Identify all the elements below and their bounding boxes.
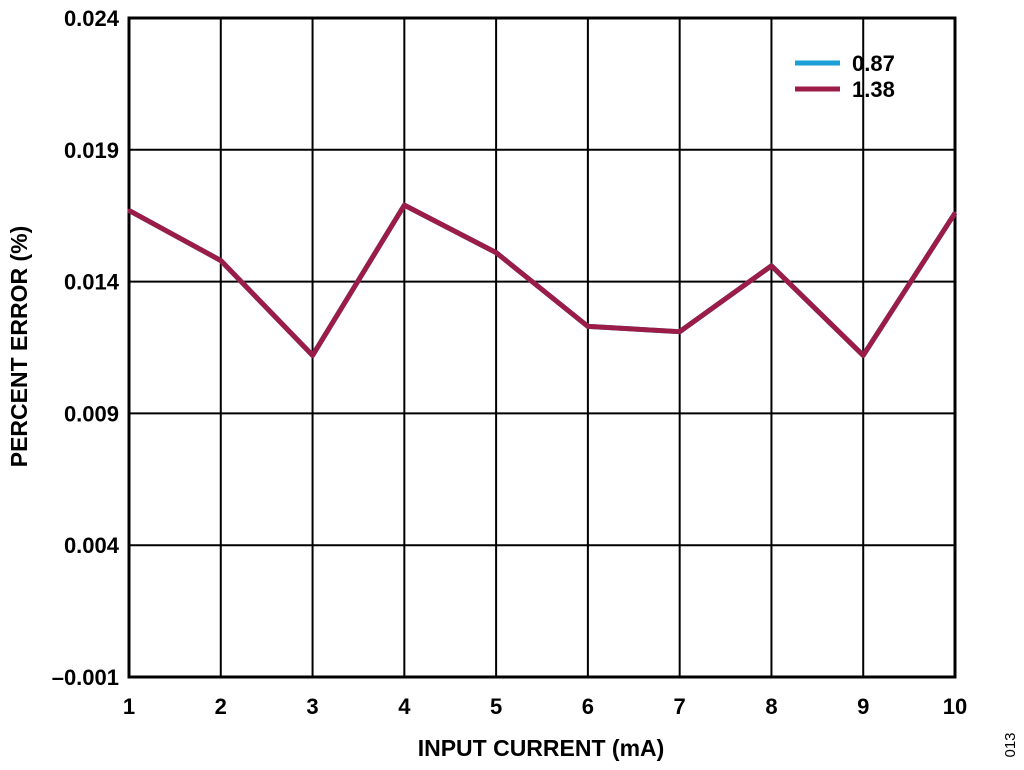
legend-label-0: 0.87 (852, 51, 895, 76)
x-axis-title: INPUT CURRENT (mA) (418, 735, 665, 761)
y-tick-label-2: 0.009 (64, 401, 119, 426)
series-layer (127, 202, 958, 358)
data-point-1-9 (953, 211, 957, 215)
data-point-1-7 (769, 264, 773, 268)
x-tick-label-4: 5 (490, 694, 502, 719)
data-point-1-5 (586, 324, 590, 328)
x-tick-label-2: 3 (306, 694, 318, 719)
series-line-1 (127, 202, 958, 358)
legend: 0.871.38 (795, 51, 895, 102)
y-tick-labels: –0.001 0.004 0.009 0.014 0.019 0.024 (52, 6, 120, 690)
grid-lines (128, 17, 956, 678)
y-tick-label-3: 0.014 (64, 270, 120, 295)
data-point-1-8 (861, 353, 865, 357)
data-point-1-4 (494, 251, 498, 255)
y-axis-title: PERCENT ERROR (%) (6, 226, 32, 468)
data-point-1-2 (311, 353, 315, 357)
y-tick-label-4: 0.019 (64, 138, 119, 163)
y-tick-label-1: 0.004 (64, 533, 120, 558)
x-tick-label-0: 1 (123, 694, 135, 719)
data-point-1-3 (402, 203, 406, 207)
x-tick-labels: 1 2 3 4 5 6 7 8 9 10 (123, 694, 967, 719)
y-tick-label-0: –0.001 (52, 665, 119, 690)
x-tick-label-6: 7 (674, 694, 686, 719)
plot-frame (127, 16, 957, 679)
data-point-1-0 (127, 208, 131, 212)
data-point-1-6 (678, 330, 682, 334)
figure-id: 013 (1002, 732, 1019, 757)
x-tick-label-7: 8 (765, 694, 777, 719)
x-tick-label-5: 6 (582, 694, 594, 719)
data-point-1-1 (219, 259, 223, 263)
x-tick-label-9: 10 (943, 694, 967, 719)
x-tick-label-1: 2 (215, 694, 227, 719)
x-tick-label-8: 9 (857, 694, 869, 719)
series-line-0 (127, 202, 958, 358)
y-tick-label-5: 0.024 (64, 6, 120, 31)
x-tick-label-3: 4 (398, 694, 411, 719)
legend-label-1: 1.38 (852, 77, 895, 102)
